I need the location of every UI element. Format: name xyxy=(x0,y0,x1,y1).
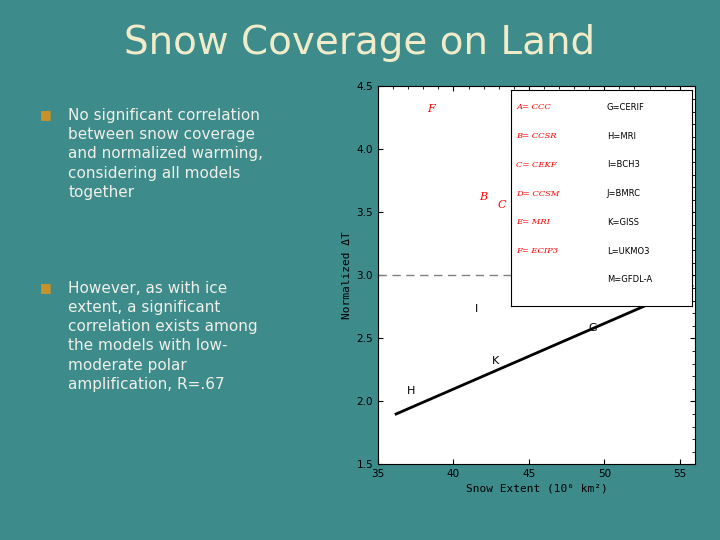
Text: L: L xyxy=(680,286,686,295)
Y-axis label: Normalized ΔT: Normalized ΔT xyxy=(342,232,352,319)
Text: J: J xyxy=(554,293,557,303)
Text: No significant correlation
between snow coverage
and normalized warming,
conside: No significant correlation between snow … xyxy=(68,108,264,200)
Text: F: F xyxy=(427,104,435,114)
Text: C: C xyxy=(498,200,506,210)
Text: G: G xyxy=(588,323,597,333)
Text: K: K xyxy=(492,356,499,366)
X-axis label: Snow Extent (10⁶ km²): Snow Extent (10⁶ km²) xyxy=(466,483,607,494)
Text: D: D xyxy=(623,104,631,114)
Text: H: H xyxy=(407,386,415,396)
Text: ■: ■ xyxy=(40,281,51,294)
Text: M: M xyxy=(622,293,631,303)
Text: However, as with ice
extent, a significant
correlation exists among
the models w: However, as with ice extent, a significa… xyxy=(68,281,258,392)
Text: B: B xyxy=(480,192,487,202)
Text: ■: ■ xyxy=(40,108,51,121)
Text: E: E xyxy=(522,185,530,195)
Text: Snow Coverage on Land: Snow Coverage on Land xyxy=(125,24,595,62)
Text: I: I xyxy=(474,305,477,314)
Text: A: A xyxy=(562,104,570,114)
